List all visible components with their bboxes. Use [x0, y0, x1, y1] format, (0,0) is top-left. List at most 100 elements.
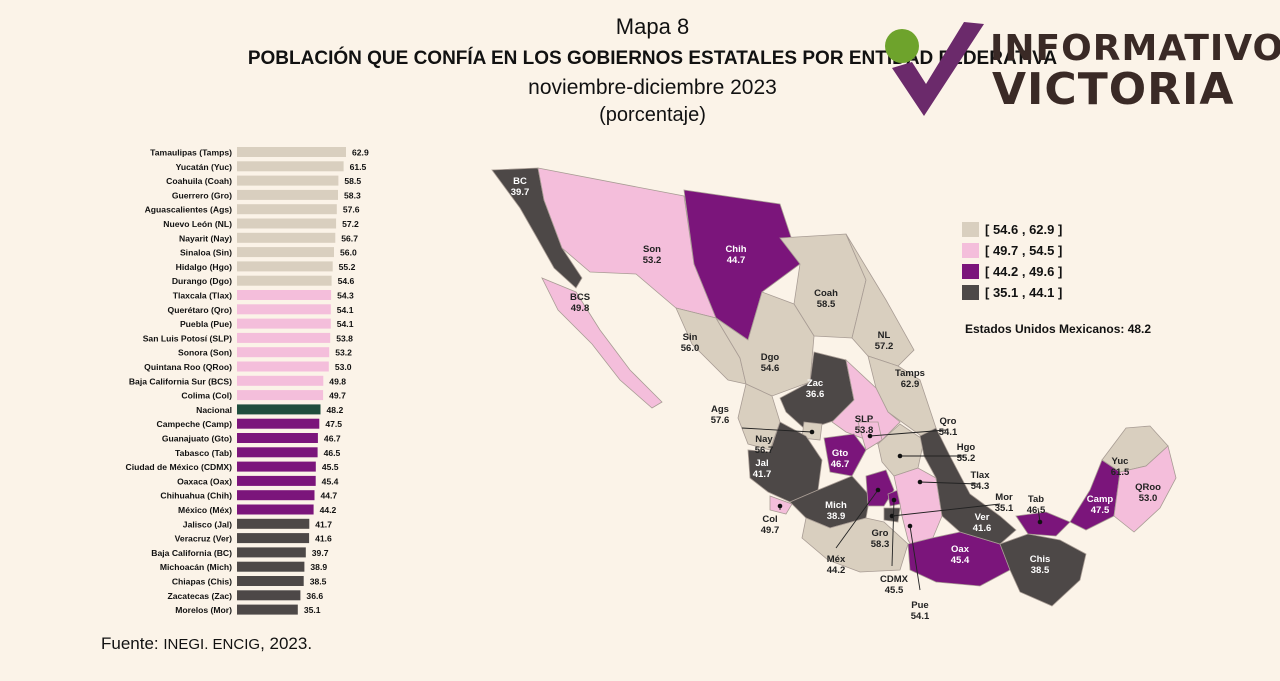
leader-line — [1037, 507, 1041, 523]
bar-category-label: Baja California Sur (BCS) — [129, 376, 232, 386]
bar-category-label: Colima (Col) — [181, 391, 232, 401]
bar-category-label: Nacional — [196, 405, 232, 415]
bar-category-label: Tabasco (Tab) — [175, 448, 232, 458]
bar-value-label: 47.5 — [325, 419, 342, 429]
state-abbr-label: Zac — [807, 378, 823, 389]
state-value-label: 57.2 — [875, 341, 894, 352]
bar-category-label: Ciudad de México (CDMX) — [126, 462, 233, 472]
bar-value-label: 56.7 — [341, 233, 358, 243]
bar — [237, 361, 329, 372]
state-value-label: 62.9 — [901, 379, 920, 390]
bar-category-label: Sinaloa (Sin) — [180, 248, 232, 258]
state-abbr-label: Tlax — [970, 470, 990, 481]
state-abbr-label: NL — [878, 330, 891, 341]
bar-value-label: 56.0 — [340, 248, 357, 258]
bar — [237, 576, 304, 586]
source-suffix: , 2023. — [260, 634, 313, 653]
state-value-label: 41.6 — [973, 523, 992, 534]
state-abbr-label: Ags — [711, 404, 729, 415]
leader-dot — [867, 433, 873, 439]
state-value-label: 53.8 — [855, 425, 874, 436]
bar-category-label: Michoacán (Mich) — [160, 562, 232, 572]
bar-value-label: 57.6 — [343, 205, 360, 215]
bar — [237, 147, 346, 157]
bar-value-label: 53.2 — [335, 348, 352, 358]
leader-line — [869, 429, 947, 437]
bar-value-label: 49.8 — [329, 376, 346, 386]
bar-category-label: Nayarit (Nay) — [179, 233, 232, 243]
state-abbr-label: CDMX — [880, 574, 909, 585]
logo-text-victoria: VICTORIA — [992, 64, 1235, 115]
chart-unit: (porcentaje) — [599, 104, 706, 126]
bar-category-label: Campeche (Camp) — [157, 419, 233, 429]
logo-text-informativo: INFORMATIVO — [990, 28, 1280, 69]
bar-category-label: Tlaxcala (Tlax) — [173, 291, 232, 301]
national-value: Estados Unidos Mexicanos: 48.2 — [965, 322, 1152, 336]
bar — [237, 461, 316, 472]
leader-dot — [875, 487, 881, 493]
state-value-label: 55.2 — [957, 453, 976, 464]
state-abbr-label: Gto — [832, 448, 849, 459]
bar — [237, 204, 337, 215]
state-abbr-label: Gro — [872, 528, 889, 539]
state-abbr-label: Yuc — [1112, 456, 1129, 467]
bar — [237, 375, 324, 386]
bar-value-label: 58.3 — [344, 190, 361, 200]
state-nay — [737, 383, 781, 451]
bar-category-label: San Luis Potosí (SLP) — [143, 333, 232, 343]
bar — [237, 490, 315, 501]
leader-dot — [917, 479, 923, 485]
state-abbr-label: Qro — [940, 416, 957, 427]
leader-line — [891, 499, 895, 567]
state-abbr-label: BC — [513, 176, 527, 187]
bar — [237, 590, 301, 601]
state-abbr-label: Oax — [951, 544, 970, 555]
bar-value-label: 41.6 — [315, 534, 332, 544]
state-value-label: 54.1 — [939, 427, 958, 438]
leader-dot — [777, 503, 783, 509]
bar — [237, 475, 316, 486]
bar-category-label: Morelos (Mor) — [175, 605, 232, 615]
bar — [237, 161, 344, 172]
bar-value-label: 57.2 — [342, 219, 359, 229]
source-org: INEGI. ENCIG — [163, 636, 261, 653]
bar-value-label: 54.3 — [337, 291, 354, 301]
state-abbr-label: Nay — [755, 434, 773, 445]
bar — [237, 247, 334, 258]
bar-value-label: 39.7 — [312, 548, 329, 558]
bar-category-label: Puebla (Pue) — [180, 319, 232, 329]
bar-category-label: Chihuahua (Chih) — [160, 491, 232, 501]
bar-category-label: México (Méx) — [178, 505, 232, 515]
chart-period: noviembre-diciembre 2023 — [528, 76, 777, 99]
state-abbr-label: Mich — [825, 500, 847, 511]
state-value-label: 58.3 — [871, 539, 890, 550]
bar-value-label: 44.7 — [320, 491, 337, 501]
state-value-label: 45.4 — [951, 555, 970, 566]
state-value-label: 44.7 — [727, 255, 746, 266]
bar — [237, 447, 318, 458]
logo-check-icon — [885, 22, 984, 116]
bar — [237, 261, 333, 272]
state-abbr-label: Sin — [683, 332, 698, 343]
bar-category-label: Querétaro (Qro) — [168, 305, 233, 315]
bar — [237, 533, 310, 544]
bar-category-label: Chiapas (Chis) — [172, 577, 232, 587]
leader-line — [909, 525, 921, 591]
bar-value-label: 35.1 — [304, 605, 321, 615]
state-abbr-label: Méx — [827, 554, 846, 565]
bar-value-label: 48.2 — [327, 405, 344, 415]
state-value-label: 54.3 — [971, 481, 990, 492]
bar-category-label: Sonora (Son) — [178, 348, 232, 358]
bar-category-label: Oaxaca (Oax) — [177, 476, 232, 486]
bar — [237, 518, 310, 529]
legend-item-4: [ 35.1 , 44.1 ] — [962, 283, 1062, 302]
state-jal — [747, 421, 823, 503]
legend-label: [ 35.1 , 44.1 ] — [985, 285, 1063, 300]
leader-dot — [1037, 519, 1043, 525]
bar-value-label: 62.9 — [352, 148, 369, 158]
leader-dot — [897, 453, 903, 459]
bar-value-label: 61.5 — [350, 162, 367, 172]
legend-item-1: [ 54.6 , 62.9 ] — [962, 220, 1062, 239]
state-abbr-label: Camp — [1087, 494, 1114, 505]
state-abbr-label: Hgo — [957, 442, 976, 453]
